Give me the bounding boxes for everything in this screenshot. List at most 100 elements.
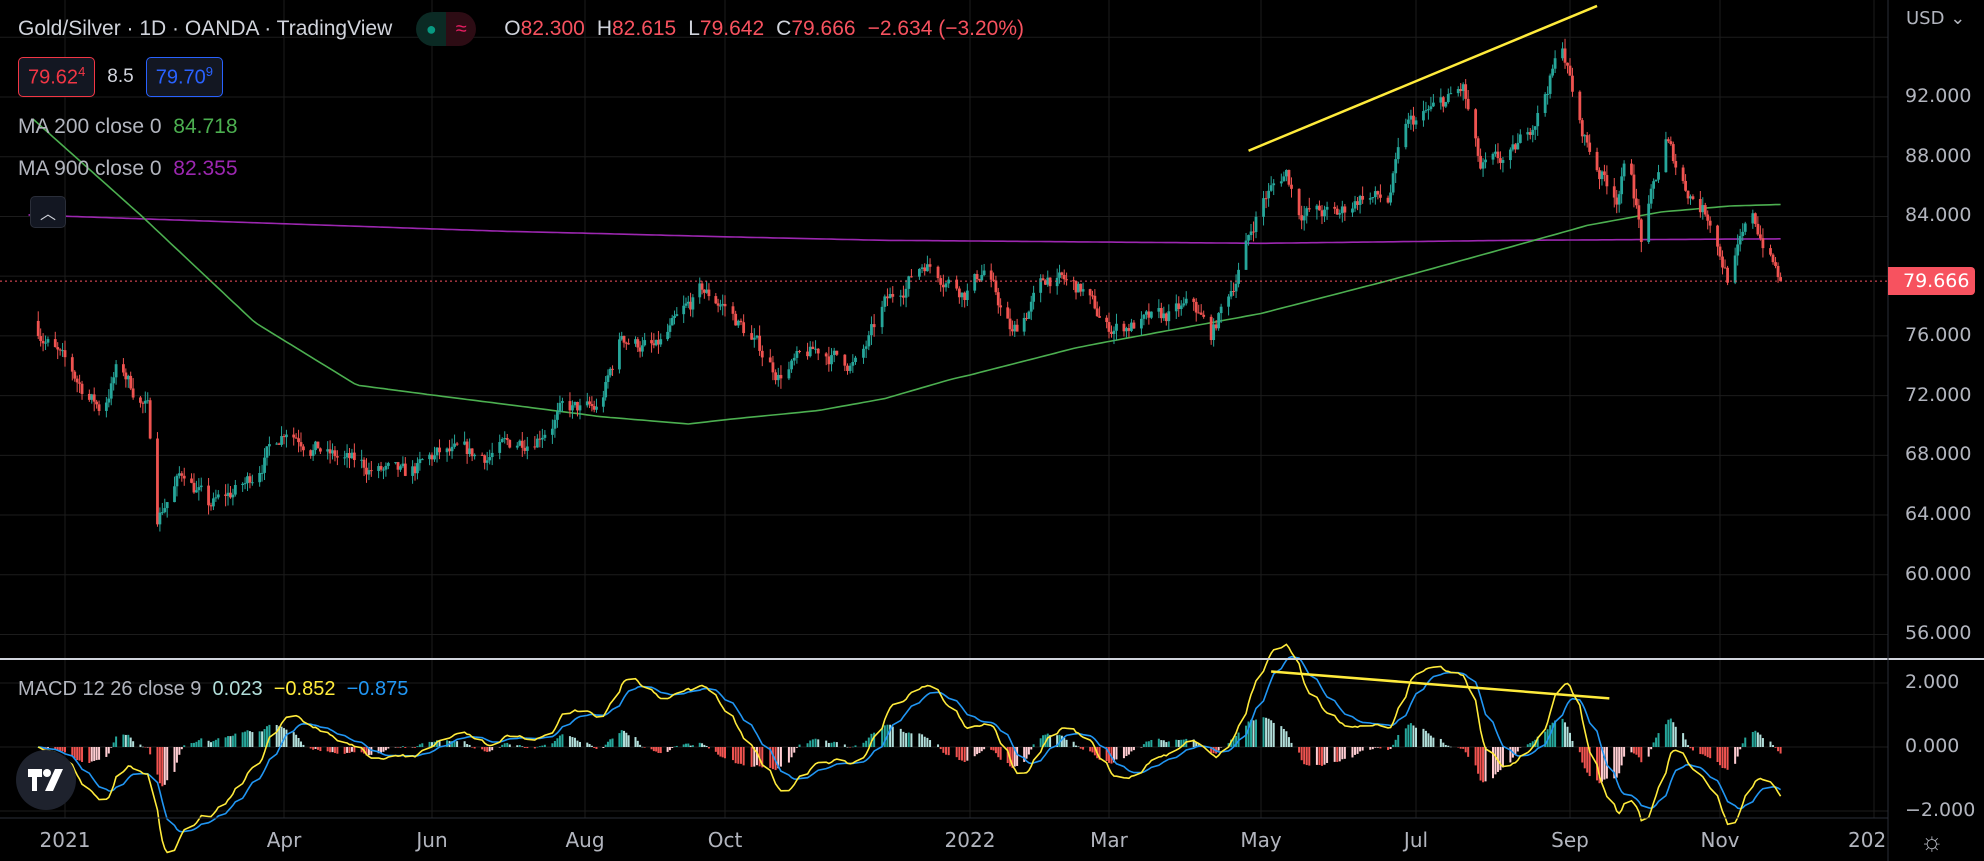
candle-body: [1639, 219, 1643, 242]
price-tick-label: 56.000: [1905, 622, 1972, 645]
macd-histogram-bar: [1600, 747, 1603, 782]
macd-histogram-bar: [1657, 733, 1660, 747]
macd-histogram-bar: [163, 747, 166, 785]
macd-histogram-bar: [1407, 724, 1410, 747]
macd-histogram-bar: [755, 747, 758, 766]
candle-body: [97, 404, 101, 411]
candle-body: [195, 490, 198, 493]
candle-body: [702, 289, 706, 293]
macd-histogram-bar: [1356, 747, 1359, 754]
macd-histogram-bar: [1474, 747, 1477, 766]
candle-body: [721, 303, 725, 306]
macd-histogram-bar: [561, 734, 564, 747]
macd-histogram-bar: [466, 744, 469, 747]
candle-body: [814, 348, 817, 350]
candle-body: [675, 314, 679, 316]
tradingview-logo[interactable]: [16, 750, 76, 810]
time-tick-label: Apr: [266, 828, 302, 852]
candle-body: [450, 446, 454, 452]
candle-body: [1142, 314, 1146, 319]
macd-histogram-bar: [278, 726, 281, 747]
currency-selector[interactable]: USD ⌄: [1906, 8, 1965, 29]
candle-body: [190, 478, 193, 483]
candle-body: [1751, 213, 1755, 224]
candle-body: [107, 398, 111, 403]
macd-legend[interactable]: MACD 12 26 close 9 0.023 −0.852 −0.875: [18, 678, 408, 701]
candle-body: [386, 463, 390, 466]
ma900-legend[interactable]: MA 900 close 0 82.355: [18, 157, 238, 181]
candle-body: [573, 401, 577, 406]
candle-body: [1703, 205, 1707, 215]
macd-histogram-bar: [947, 747, 950, 756]
macd-histogram-bar: [1754, 730, 1757, 747]
low-key: L: [688, 17, 700, 40]
macd-histogram-bar: [1267, 718, 1270, 747]
macd-histogram-bar: [1449, 746, 1452, 748]
macd-histogram-bar: [1343, 747, 1346, 759]
macd-histogram-bar: [833, 741, 836, 747]
macd-histogram-bar: [1516, 747, 1519, 752]
candle-body: [1630, 163, 1633, 175]
market-status[interactable]: ● ≈: [416, 12, 477, 46]
candle-body: [243, 483, 247, 485]
candle-body: [851, 361, 855, 366]
macd-histogram-bar: [787, 747, 790, 763]
macd-histogram-bar: [438, 740, 441, 747]
macd-histogram-bar: [891, 726, 894, 747]
candle-body: [1373, 191, 1377, 198]
candle-body: [377, 466, 381, 471]
candle-body: [1115, 323, 1118, 331]
macd-histogram-bar: [571, 737, 574, 747]
sell-button[interactable]: 79.624: [18, 57, 96, 97]
macd-histogram-bar: [825, 740, 828, 747]
candle-body: [224, 494, 227, 496]
collapse-legend-button[interactable]: ︿: [30, 196, 66, 228]
macd-histogram-bar: [244, 731, 247, 747]
candle-body: [846, 365, 849, 371]
candle-body: [652, 343, 656, 346]
macd-histogram-bar: [1706, 747, 1709, 758]
macd-histogram-bar: [668, 747, 671, 751]
buy-button[interactable]: 79.709: [145, 57, 224, 97]
trendlines[interactable]: [1248, 4, 1610, 700]
candle-body: [326, 449, 330, 452]
ma200-legend[interactable]: MA 200 close 0 84.718: [18, 115, 238, 139]
candle-body: [1046, 277, 1050, 285]
candle-body: [904, 288, 908, 298]
macd-histogram-bar: [1477, 747, 1480, 774]
macd-histogram-bar: [1529, 742, 1532, 747]
candle-body: [280, 436, 283, 445]
candle-body: [1666, 139, 1670, 142]
candle-body: [1122, 323, 1126, 332]
macd-histogram-bar: [1326, 747, 1329, 763]
candle-body: [1287, 170, 1291, 185]
chart-settings-sun-icon[interactable]: ☼: [1920, 826, 1944, 856]
candle-body: [1446, 94, 1450, 102]
candle-body: [888, 294, 892, 299]
macd-histogram-bar: [675, 745, 678, 747]
macd-histogram-bar: [414, 747, 417, 748]
macd-histogram-bar: [428, 741, 431, 747]
macd-histogram-bar: [652, 747, 655, 752]
candle-body: [944, 283, 948, 288]
macd-histogram-bar: [1554, 720, 1557, 747]
macd-histogram-bar: [1065, 739, 1068, 747]
candle-body: [739, 320, 743, 323]
macd-histogram-bar: [1217, 747, 1220, 751]
macd-histogram-bar: [1667, 719, 1670, 747]
macd-histogram-bar: [1039, 738, 1042, 747]
candle-body: [1743, 223, 1747, 232]
macd-histogram-bar: [1744, 737, 1747, 747]
macd-histogram-bar: [830, 742, 833, 747]
candle-body: [731, 306, 735, 314]
candle-body: [382, 469, 385, 471]
macd-histogram-bar: [1265, 717, 1268, 747]
macd-histogram-bar: [1581, 747, 1584, 763]
macd-histogram-bar: [1300, 747, 1303, 761]
macd-histogram-bar: [1459, 747, 1462, 749]
candle-body: [806, 351, 809, 357]
symbol-title[interactable]: Gold/Silver · 1D · OANDA · TradingView: [18, 17, 393, 40]
ma200-label: MA 200 close 0: [18, 115, 162, 138]
candle-body: [1386, 197, 1390, 203]
